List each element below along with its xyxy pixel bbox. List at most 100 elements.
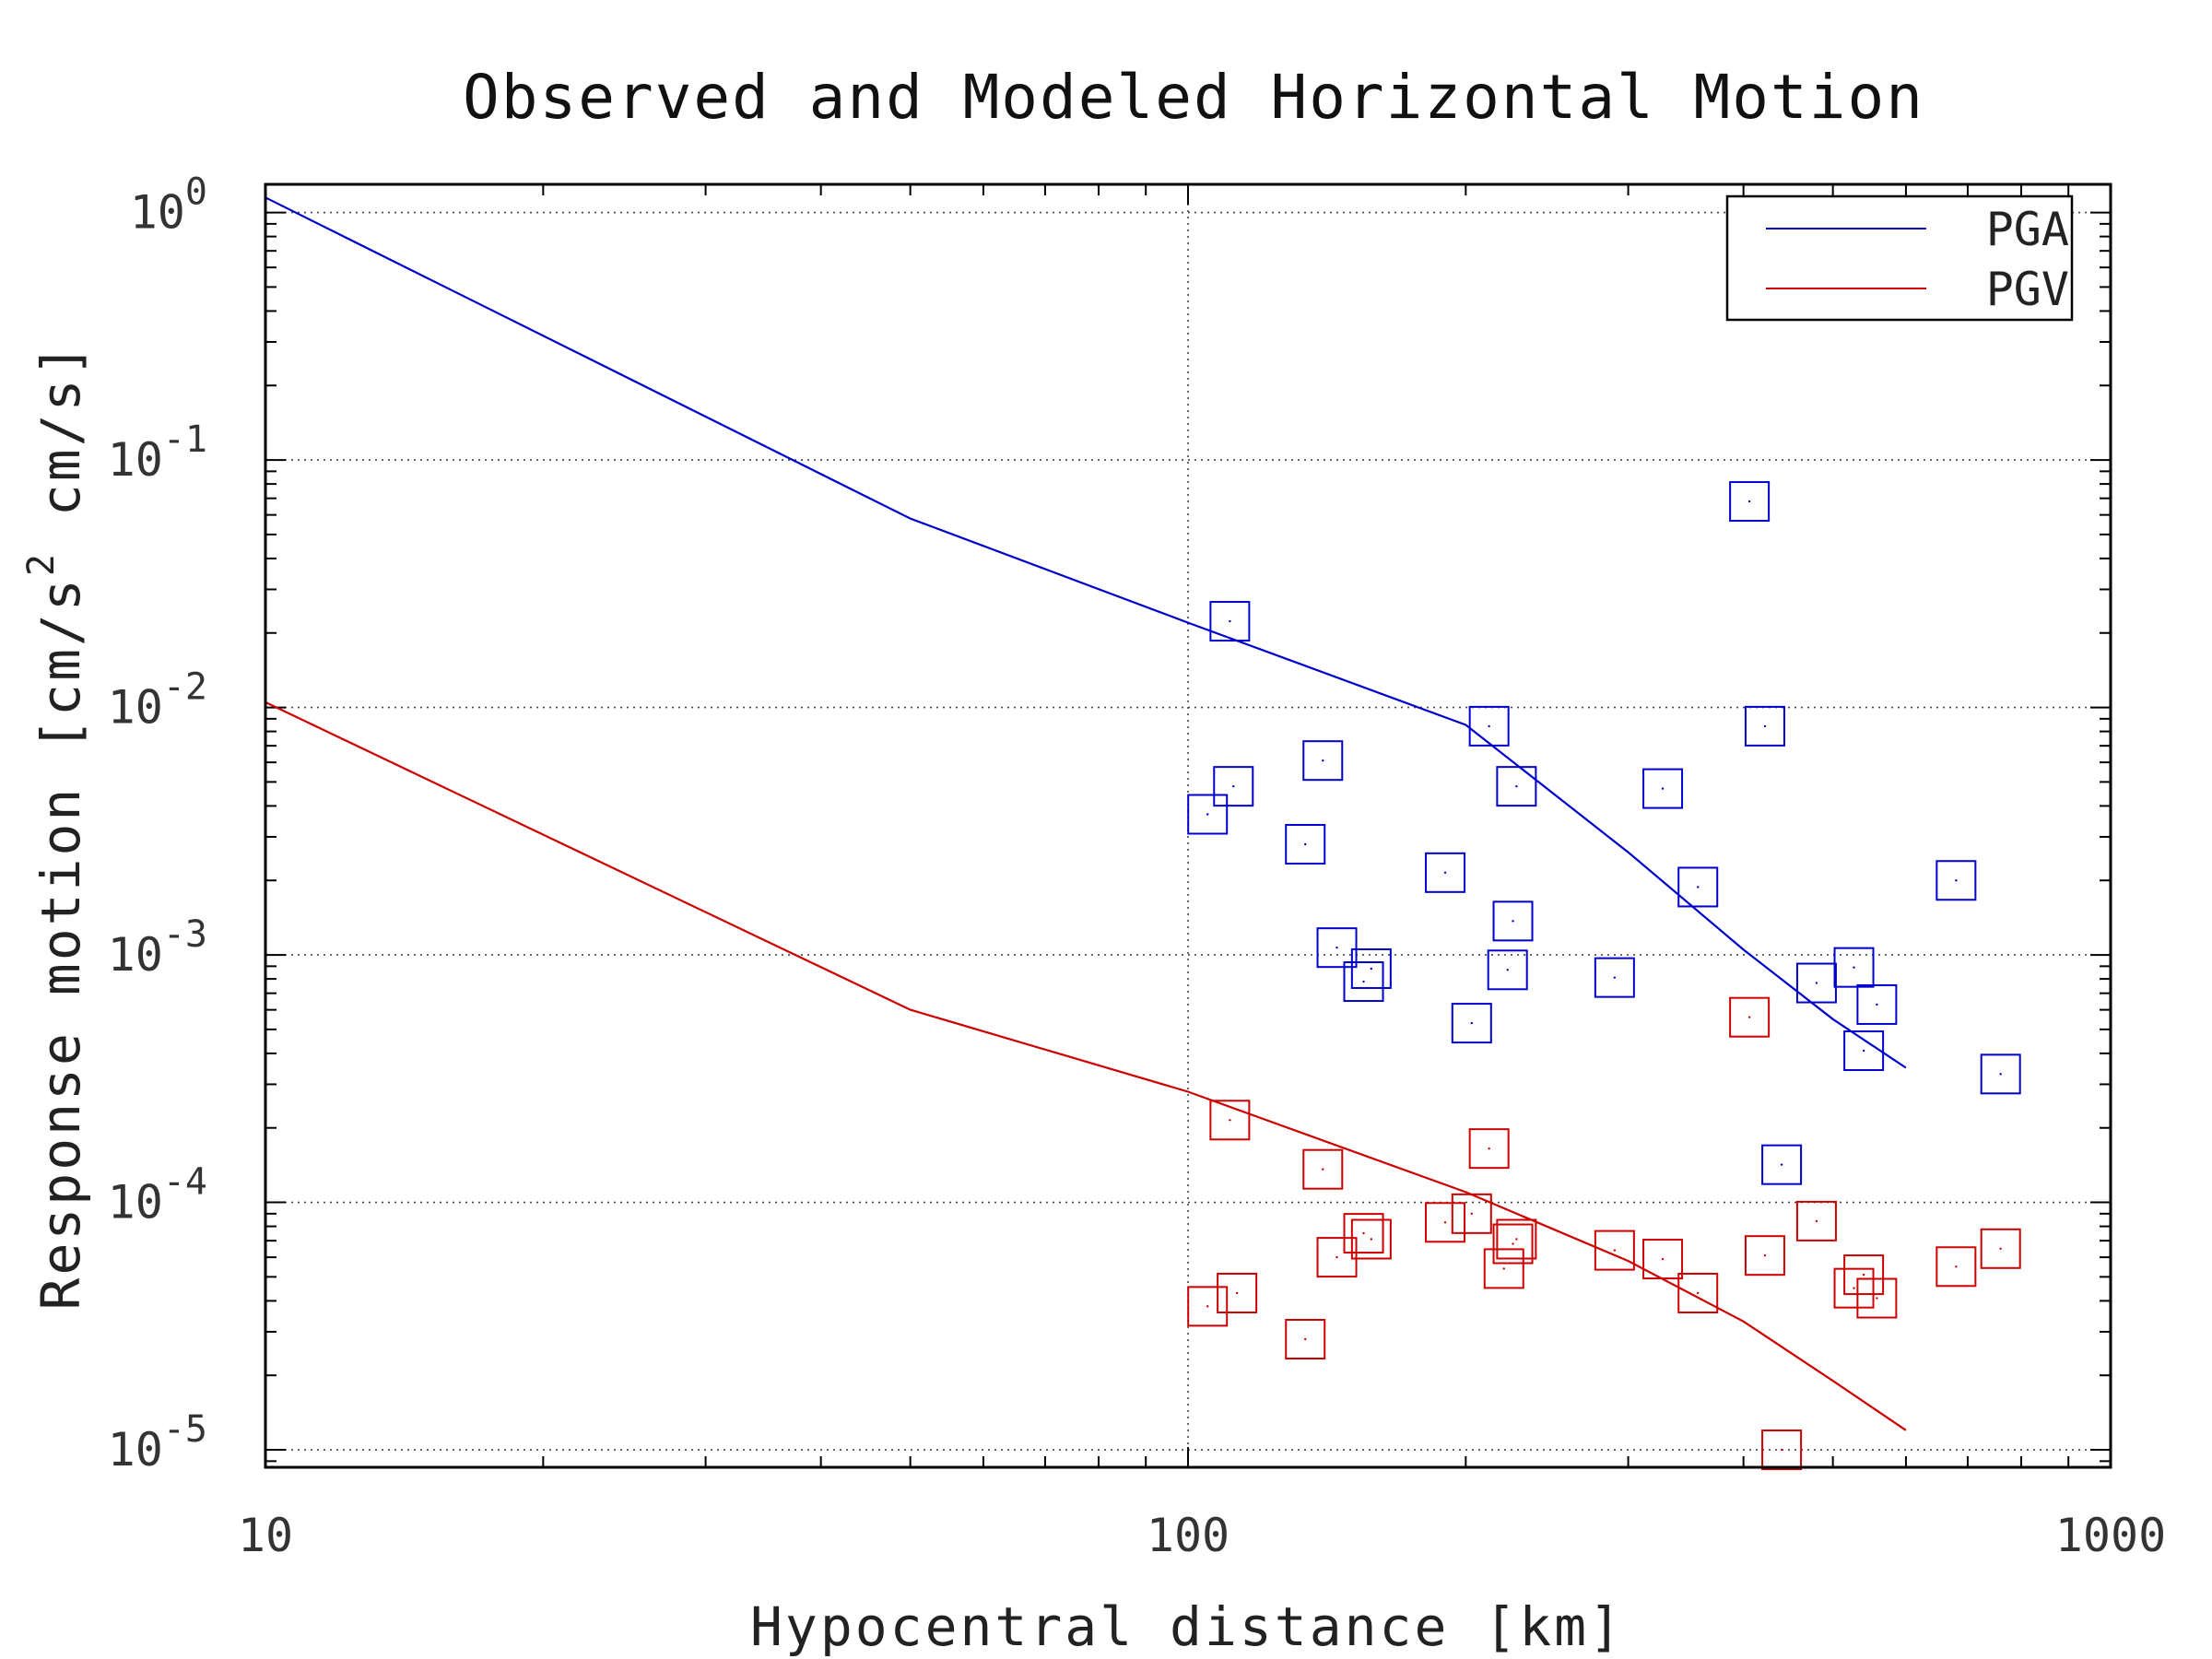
- point-pgv: [1209, 1100, 1251, 1141]
- point-center-pga: [1335, 946, 1338, 949]
- point-pgv: [1302, 1148, 1344, 1190]
- point-center-pgv: [1206, 1305, 1209, 1308]
- point-center-pga: [1999, 1073, 2002, 1076]
- point-center-pga: [1515, 784, 1518, 788]
- y-tick-label-base: 10: [108, 928, 163, 982]
- point-center-pgv: [1362, 1231, 1365, 1235]
- point-center-pgv: [1661, 1257, 1665, 1261]
- point-center-pgv: [1502, 1267, 1505, 1270]
- point-pgv: [1744, 1235, 1785, 1277]
- point-center-pga: [1443, 871, 1447, 875]
- point-pga: [1187, 794, 1229, 835]
- point-pgv: [1936, 1246, 1977, 1288]
- legend: PGA PGV: [1725, 194, 2074, 322]
- y-axis-label-main: Response motion [cm/s: [29, 576, 92, 1310]
- y-tick-label-base: 10: [108, 1423, 163, 1477]
- point-pgv: [1594, 1230, 1635, 1271]
- point-pgv: [1492, 1223, 1534, 1265]
- point-center-pga: [1780, 1163, 1783, 1166]
- point-pga: [1285, 824, 1326, 865]
- point-pgv: [1483, 1248, 1524, 1289]
- y-tick-label-base: 10: [130, 186, 185, 240]
- legend-pgv-label: PGV: [1986, 263, 2069, 316]
- point-center-pgv: [1613, 1249, 1617, 1252]
- model-line-pga: [265, 196, 1907, 1069]
- point-center-pga: [1815, 982, 1818, 984]
- y-axis-label-tail: cm/s]: [29, 342, 92, 552]
- point-center-pgv: [1853, 1287, 1855, 1289]
- point-center-pgv: [1322, 1168, 1324, 1171]
- point-pga: [1302, 740, 1344, 782]
- point-center-pgv: [1876, 1297, 1878, 1300]
- point-pga: [1468, 705, 1510, 747]
- point-pgv: [1343, 1213, 1384, 1254]
- point-center-pga: [1697, 886, 1700, 888]
- point-pga: [1496, 766, 1537, 807]
- point-center-pga: [1488, 724, 1490, 728]
- point-center-pga: [1229, 619, 1231, 623]
- point-center-pga: [1206, 813, 1209, 816]
- y-tick-label-exponent: -4: [163, 1161, 207, 1204]
- model-lines: [265, 196, 1907, 1431]
- point-pga: [1856, 983, 1898, 1025]
- point-center-pgv: [1304, 1337, 1307, 1341]
- y-tick-label-exponent: -1: [163, 418, 207, 461]
- point-pgv: [1856, 1277, 1898, 1319]
- x-tick-label: 1000: [2055, 1509, 2166, 1562]
- point-center-pga: [1876, 1003, 1878, 1006]
- y-tick-label-exponent: -2: [163, 666, 207, 709]
- point-pga: [1487, 949, 1528, 991]
- point-center-pga: [1763, 724, 1767, 728]
- point-center-pgv: [1229, 1119, 1231, 1122]
- y-tick-label-exponent: -5: [163, 1408, 207, 1451]
- point-pgv: [1795, 1200, 1837, 1241]
- point-center-pgv: [1488, 1147, 1490, 1150]
- y-tick-label: 10-4: [108, 1161, 207, 1230]
- point-pga: [1594, 957, 1635, 998]
- point-center-pgv: [1235, 1291, 1239, 1295]
- point-center-pgv: [1999, 1247, 2002, 1250]
- point-pgv: [1285, 1318, 1326, 1359]
- point-center-pga: [1853, 966, 1855, 969]
- y-tick-label-base: 10: [108, 681, 163, 735]
- point-pga: [1843, 1030, 1885, 1072]
- point-center-pga: [1304, 842, 1307, 846]
- y-tick-label-exponent: -3: [163, 913, 207, 956]
- point-center-pgv: [1443, 1221, 1447, 1224]
- point-pga: [1209, 601, 1251, 642]
- point-center-pgv: [1780, 1448, 1783, 1452]
- point-pga: [1795, 962, 1837, 1004]
- axis-ticks: [265, 184, 2111, 1467]
- point-center-pga: [1470, 1021, 1474, 1025]
- point-pga: [1677, 866, 1719, 908]
- point-pga: [1729, 481, 1771, 523]
- point-center-pgv: [1747, 1016, 1751, 1018]
- point-pga: [1492, 900, 1534, 942]
- point-pga: [1343, 961, 1384, 1003]
- point-center-pgv: [1955, 1265, 1958, 1268]
- y-axis-label: Response motion [cm/s2 cm/s]: [20, 342, 92, 1311]
- point-center-pga: [1661, 787, 1665, 790]
- chart-title: Observed and Modeled Horizontal Motion: [463, 62, 1924, 133]
- point-center-pgv: [1512, 1242, 1514, 1245]
- point-pga: [1425, 852, 1466, 893]
- point-pgv: [1350, 1218, 1392, 1260]
- point-center-pgv: [1470, 1212, 1474, 1216]
- point-center-pgv: [1815, 1219, 1818, 1223]
- point-center-pga: [1322, 759, 1324, 762]
- y-tick-label-base: 10: [108, 433, 163, 487]
- point-center-pgv: [1763, 1253, 1767, 1257]
- point-pga: [1761, 1144, 1803, 1185]
- model-line-pgv: [265, 700, 1907, 1431]
- legend-pga-label: PGA: [1986, 203, 2069, 256]
- point-center-pga: [1747, 500, 1751, 503]
- point-pgv: [1468, 1128, 1510, 1170]
- point-pgv: [1980, 1228, 2021, 1269]
- point-pgv: [1496, 1218, 1537, 1260]
- point-pgv: [1451, 1193, 1492, 1234]
- point-pga: [1451, 1003, 1492, 1044]
- point-pgv: [1187, 1286, 1229, 1327]
- legend-box: [1725, 194, 2074, 322]
